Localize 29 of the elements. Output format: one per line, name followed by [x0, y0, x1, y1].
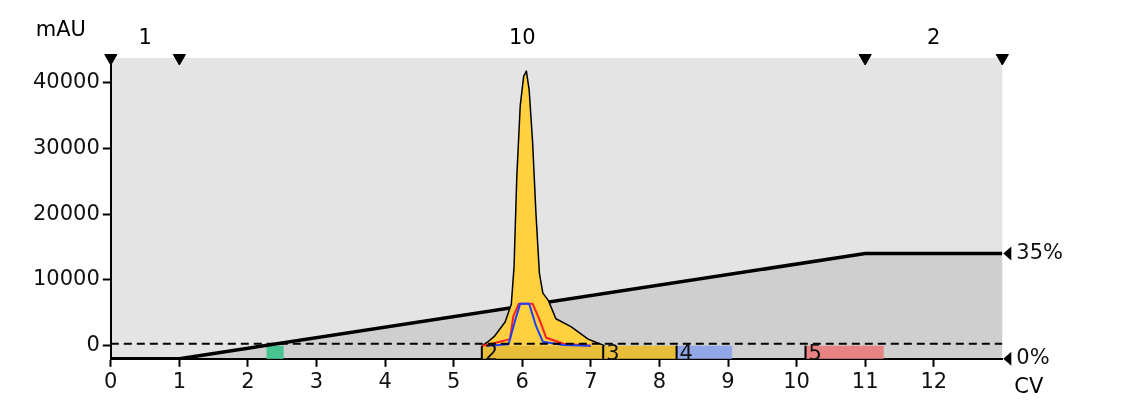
x-tick-label: 8 [652, 368, 667, 393]
x-tick-label: 2 [241, 368, 255, 393]
y-tick-label: 20000 [32, 200, 100, 225]
x-tick-label: 3 [309, 368, 324, 393]
y-tick-label: 30000 [32, 135, 100, 160]
x-tick-label: 9 [721, 368, 735, 393]
y2-tick-label: 0% [1016, 345, 1050, 370]
band-label: 2 [484, 340, 499, 365]
x-tick-label: 7 [584, 368, 598, 393]
y-tick-label: 40000 [32, 69, 100, 94]
band-label: 5 [808, 340, 822, 365]
y2-tick-label: 35% [1016, 239, 1064, 264]
y-tick-label: 0 [86, 332, 100, 357]
x-axis-title: CV [1014, 373, 1044, 398]
text: 2 [927, 25, 941, 49]
text: 1 [138, 25, 152, 49]
x-tick-label: 10 [783, 368, 810, 393]
x-tick-label: 4 [378, 368, 392, 393]
x-tick-label: 0 [104, 368, 118, 393]
y-tick-label: 10000 [32, 266, 100, 291]
x-tick-label: 12 [920, 368, 948, 393]
text: 10 [508, 25, 536, 49]
y-axis-title: mAU [35, 17, 86, 41]
x-tick-label: 6 [515, 368, 529, 393]
x-tick-label: 11 [851, 368, 879, 393]
x-tick-label: 1 [172, 368, 187, 393]
band-label: 4 [679, 340, 693, 365]
x-tick-label: 5 [447, 368, 461, 393]
band-label: 3 [606, 340, 620, 365]
